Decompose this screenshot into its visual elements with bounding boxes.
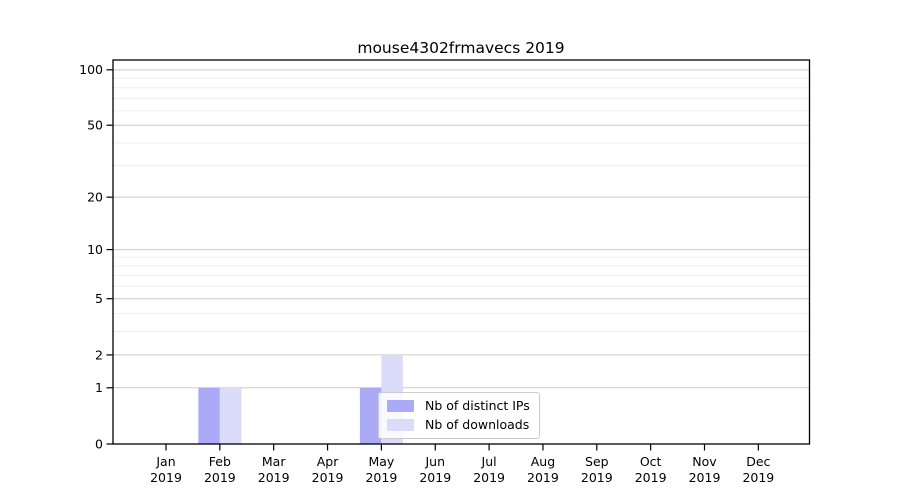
plot-area: 0125102050100Jan2019Feb2019Mar2019Apr201… — [79, 59, 811, 485]
x-tick-label-month: May — [368, 454, 394, 469]
x-tick-label-month: Mar — [262, 454, 286, 469]
x-tick-label-year: 2019 — [258, 470, 290, 485]
x-tick-label-year: 2019 — [742, 470, 774, 485]
bar-nb-of-downloads-feb — [219, 387, 242, 444]
bar-nb-of-distinct-ips-may — [359, 387, 382, 444]
legend-label-distinct-ips: Nb of distinct IPs — [425, 398, 530, 413]
x-tick-label-month: Feb — [209, 454, 231, 469]
x-tick-label-year: 2019 — [150, 470, 182, 485]
y-tick-label: 0 — [95, 436, 103, 451]
x-tick-label-year: 2019 — [527, 470, 559, 485]
legend-label-downloads: Nb of downloads — [425, 417, 530, 432]
legend-swatch-downloads — [387, 419, 414, 431]
y-tick-label: 50 — [87, 118, 103, 133]
legend-item-downloads: Nb of downloads — [387, 417, 530, 433]
x-tick-label-month: Apr — [317, 454, 339, 469]
x-tick-label-month: Nov — [692, 454, 717, 469]
x-tick-label-year: 2019 — [419, 470, 451, 485]
legend-item-distinct-ips: Nb of distinct IPs — [387, 398, 530, 414]
x-tick-label-year: 2019 — [312, 470, 344, 485]
y-tick-label: 20 — [87, 190, 103, 205]
x-tick-label-month: Jan — [155, 454, 175, 469]
y-tick-label: 10 — [87, 242, 103, 257]
legend-swatch-distinct-ips — [387, 400, 414, 412]
x-tick-label-year: 2019 — [204, 470, 236, 485]
plot-frame — [112, 59, 811, 445]
x-tick-label-year: 2019 — [581, 470, 613, 485]
x-tick-label-month: Dec — [746, 454, 770, 469]
x-tick-label-month: Oct — [640, 454, 662, 469]
y-tick-label: 2 — [95, 347, 103, 362]
y-tick-label: 100 — [79, 62, 103, 77]
chart-title: mouse4302frmavecs 2019 — [357, 39, 564, 57]
x-tick-label-year: 2019 — [473, 470, 505, 485]
x-tick-label-month: Sep — [585, 454, 609, 469]
x-tick-label-year: 2019 — [635, 470, 667, 485]
x-tick-label-year: 2019 — [365, 470, 397, 485]
x-tick-label-month: Jun — [424, 454, 445, 469]
x-tick-label-year: 2019 — [689, 470, 721, 485]
y-tick-label: 1 — [95, 380, 103, 395]
bar-nb-of-distinct-ips-feb — [198, 387, 220, 444]
y-tick-label: 5 — [95, 291, 103, 306]
x-tick-label-month: Jul — [481, 454, 497, 469]
legend: Nb of distinct IPs Nb of downloads — [378, 392, 540, 439]
x-tick-label-month: Aug — [531, 454, 555, 469]
